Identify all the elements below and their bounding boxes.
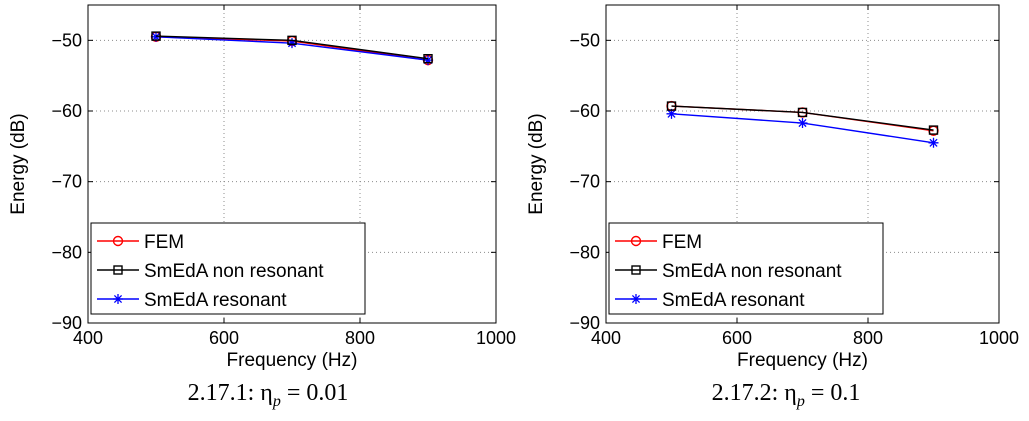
x-tick-label: 600 bbox=[209, 328, 239, 348]
star-marker bbox=[797, 118, 808, 129]
legend-label: SmEdA resonant bbox=[144, 290, 287, 311]
figure-caption: 2.17.1: ηp = 0.01 bbox=[188, 380, 349, 410]
square-marker bbox=[113, 265, 123, 275]
y-tick-label: −50 bbox=[51, 30, 82, 50]
legend-label: SmEdA resonant bbox=[662, 290, 805, 311]
axes-box bbox=[605, 4, 1000, 324]
square-marker bbox=[928, 125, 939, 135]
series-smeda-resonant bbox=[151, 31, 433, 66]
circle-marker bbox=[630, 235, 642, 247]
x-tick-label: 1000 bbox=[979, 328, 1019, 348]
y-tick-label: −70 bbox=[51, 172, 82, 192]
x-axis-label: Frequency (Hz) bbox=[227, 350, 358, 371]
y-axis-label: Energy (dB) bbox=[8, 113, 29, 214]
square-marker bbox=[287, 35, 297, 46]
y-tick-label: −80 bbox=[569, 242, 600, 262]
square-marker bbox=[423, 54, 433, 64]
legend-item: FEM bbox=[615, 232, 702, 253]
x-tick-label: 800 bbox=[853, 328, 883, 348]
y-axis-label: Energy (dB) bbox=[526, 113, 547, 214]
y-tick-label: −50 bbox=[569, 30, 600, 50]
caption-subscript: p bbox=[796, 393, 805, 410]
square-marker bbox=[631, 265, 641, 275]
figure-caption: 2.17.2: ηp = 0.1 bbox=[712, 380, 861, 410]
x-axis-label: Frequency (Hz) bbox=[737, 350, 868, 371]
legend-label: FEM bbox=[662, 232, 702, 253]
y-tick-label: −90 bbox=[569, 313, 600, 333]
star-marker bbox=[287, 38, 297, 49]
legend-item: SmEdA resonant bbox=[97, 290, 287, 311]
x-tick-label: 600 bbox=[722, 328, 752, 348]
legend: FEM SmEdA non resonant SmEdA resonant bbox=[608, 222, 884, 315]
star-marker bbox=[631, 294, 641, 304]
legend-item: FEM bbox=[97, 232, 184, 253]
legend-item: SmEdA non resonant bbox=[97, 261, 324, 282]
star-marker bbox=[928, 137, 939, 148]
x-tick-label: 800 bbox=[345, 328, 375, 348]
y-tick-label: −80 bbox=[51, 242, 82, 262]
circle-marker bbox=[112, 235, 124, 247]
star-marker bbox=[151, 31, 161, 42]
y-tick-label: −60 bbox=[51, 101, 82, 121]
series-smeda-non-resonant bbox=[151, 31, 433, 64]
star-marker bbox=[113, 294, 123, 304]
x-tick-label: 1000 bbox=[476, 328, 516, 348]
square-marker bbox=[151, 31, 161, 41]
y-tick-label: −90 bbox=[51, 313, 82, 333]
legend-label: SmEdA non resonant bbox=[144, 261, 324, 282]
star-marker bbox=[423, 55, 433, 66]
square-marker bbox=[797, 107, 808, 118]
chart-panel-1: 400 600 800 1000 −50 −60 −70 −80 −90 Frequency (H… bbox=[8, 4, 516, 410]
x-tick-label: 400 bbox=[591, 328, 621, 348]
x-tick-label: 400 bbox=[73, 328, 103, 348]
caption-value: = 0.1 bbox=[805, 380, 861, 406]
y-tick-label: −60 bbox=[569, 101, 600, 121]
caption-value: = 0.01 bbox=[281, 380, 349, 406]
legend-item: SmEdA resonant bbox=[615, 290, 805, 311]
series-smeda-resonant bbox=[666, 108, 939, 148]
legend-label: FEM bbox=[144, 232, 184, 253]
y-tick-label: −70 bbox=[569, 172, 600, 192]
chart-panel-2: 400 600 800 1000 −50 −60 −70 −80 −90 Frequency (H… bbox=[526, 4, 1019, 410]
axes-box bbox=[87, 4, 497, 324]
legend-item: SmEdA non resonant bbox=[615, 261, 842, 282]
series-line bbox=[671, 105, 934, 131]
caption-main: 2.17.2: η bbox=[712, 380, 797, 406]
caption-subscript: p bbox=[272, 393, 281, 410]
star-marker bbox=[666, 108, 677, 119]
series-smeda-non-resonant bbox=[666, 101, 939, 135]
caption-main: 2.17.1: η bbox=[188, 380, 273, 406]
series-line bbox=[155, 35, 429, 60]
legend-label: SmEdA non resonant bbox=[662, 261, 842, 282]
square-marker bbox=[666, 101, 677, 111]
legend: FEM SmEdA non resonant SmEdA resonant bbox=[90, 222, 366, 315]
